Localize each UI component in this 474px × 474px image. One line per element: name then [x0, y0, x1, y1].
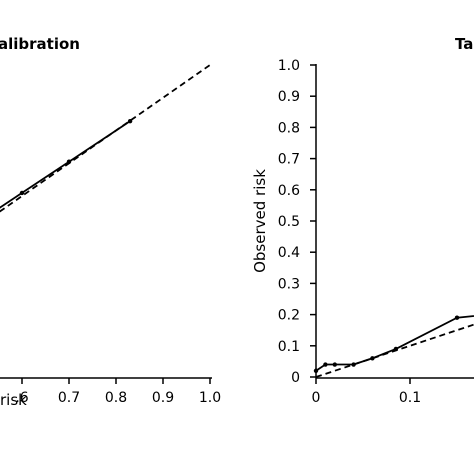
left-data-point — [19, 190, 25, 196]
right-y-tick-label: 0.7 — [278, 152, 300, 168]
right-y-ticks: 0 0.1 0.2 0.3 0.4 0.5 0.6 0.7 0.8 0.9 1.0 — [278, 58, 316, 386]
left-x-tick-label: 0.8 — [105, 390, 127, 406]
right-data-point — [313, 368, 319, 373]
right-y-tick-label: 0.4 — [278, 245, 300, 261]
right-y-tick-label: 0.2 — [278, 308, 300, 324]
right-x-tick-label: 0 — [312, 390, 321, 406]
right-y-tick-label: 0.3 — [278, 276, 300, 292]
left-plot-area — [0, 64, 211, 213]
left-panel: alibration .6 0.7 0.8 0.9 1.0 risk — [0, 35, 221, 409]
left-x-axis-title: risk — [0, 391, 27, 409]
right-y-tick-label: 1.0 — [278, 58, 300, 74]
right-reference-line — [315, 323, 474, 378]
left-reference-line — [0, 64, 211, 213]
left-x-ticks: .6 0.7 0.8 0.9 1.0 — [15, 378, 221, 406]
right-y-tick-label: 0.5 — [278, 214, 300, 230]
right-panel-title: Ta — [455, 35, 473, 53]
right-x-tick-label: 0.1 — [399, 390, 421, 406]
left-x-tick-label: .6 — [15, 390, 28, 406]
left-panel-title: alibration — [0, 35, 80, 53]
right-data-point — [454, 315, 460, 320]
left-x-tick-label: 1.0 — [199, 390, 221, 406]
right-y-tick-label: 0.9 — [278, 89, 300, 105]
right-x-ticks: 00.10.20.3 — [312, 378, 421, 406]
right-data-point — [332, 362, 337, 367]
left-x-tick-label: 0.7 — [58, 390, 80, 406]
right-y-tick-label: 0.6 — [278, 183, 300, 199]
left-calibration-line — [0, 120, 131, 209]
right-plot-area — [313, 315, 474, 378]
right-data-point — [323, 362, 328, 367]
right-y-tick-label: 0.1 — [278, 339, 300, 355]
right-y-axis-title: Observed risk — [251, 169, 269, 273]
right-y-tick-label: 0.8 — [278, 120, 300, 136]
right-panel: Ta 00.10.20.30.40.50.60.70.80.91.0 00.10… — [251, 35, 474, 406]
left-x-tick-label: 0.9 — [152, 390, 174, 406]
right-y-tick-label: 0 — [291, 370, 300, 386]
right-calibration-line — [315, 315, 474, 372]
